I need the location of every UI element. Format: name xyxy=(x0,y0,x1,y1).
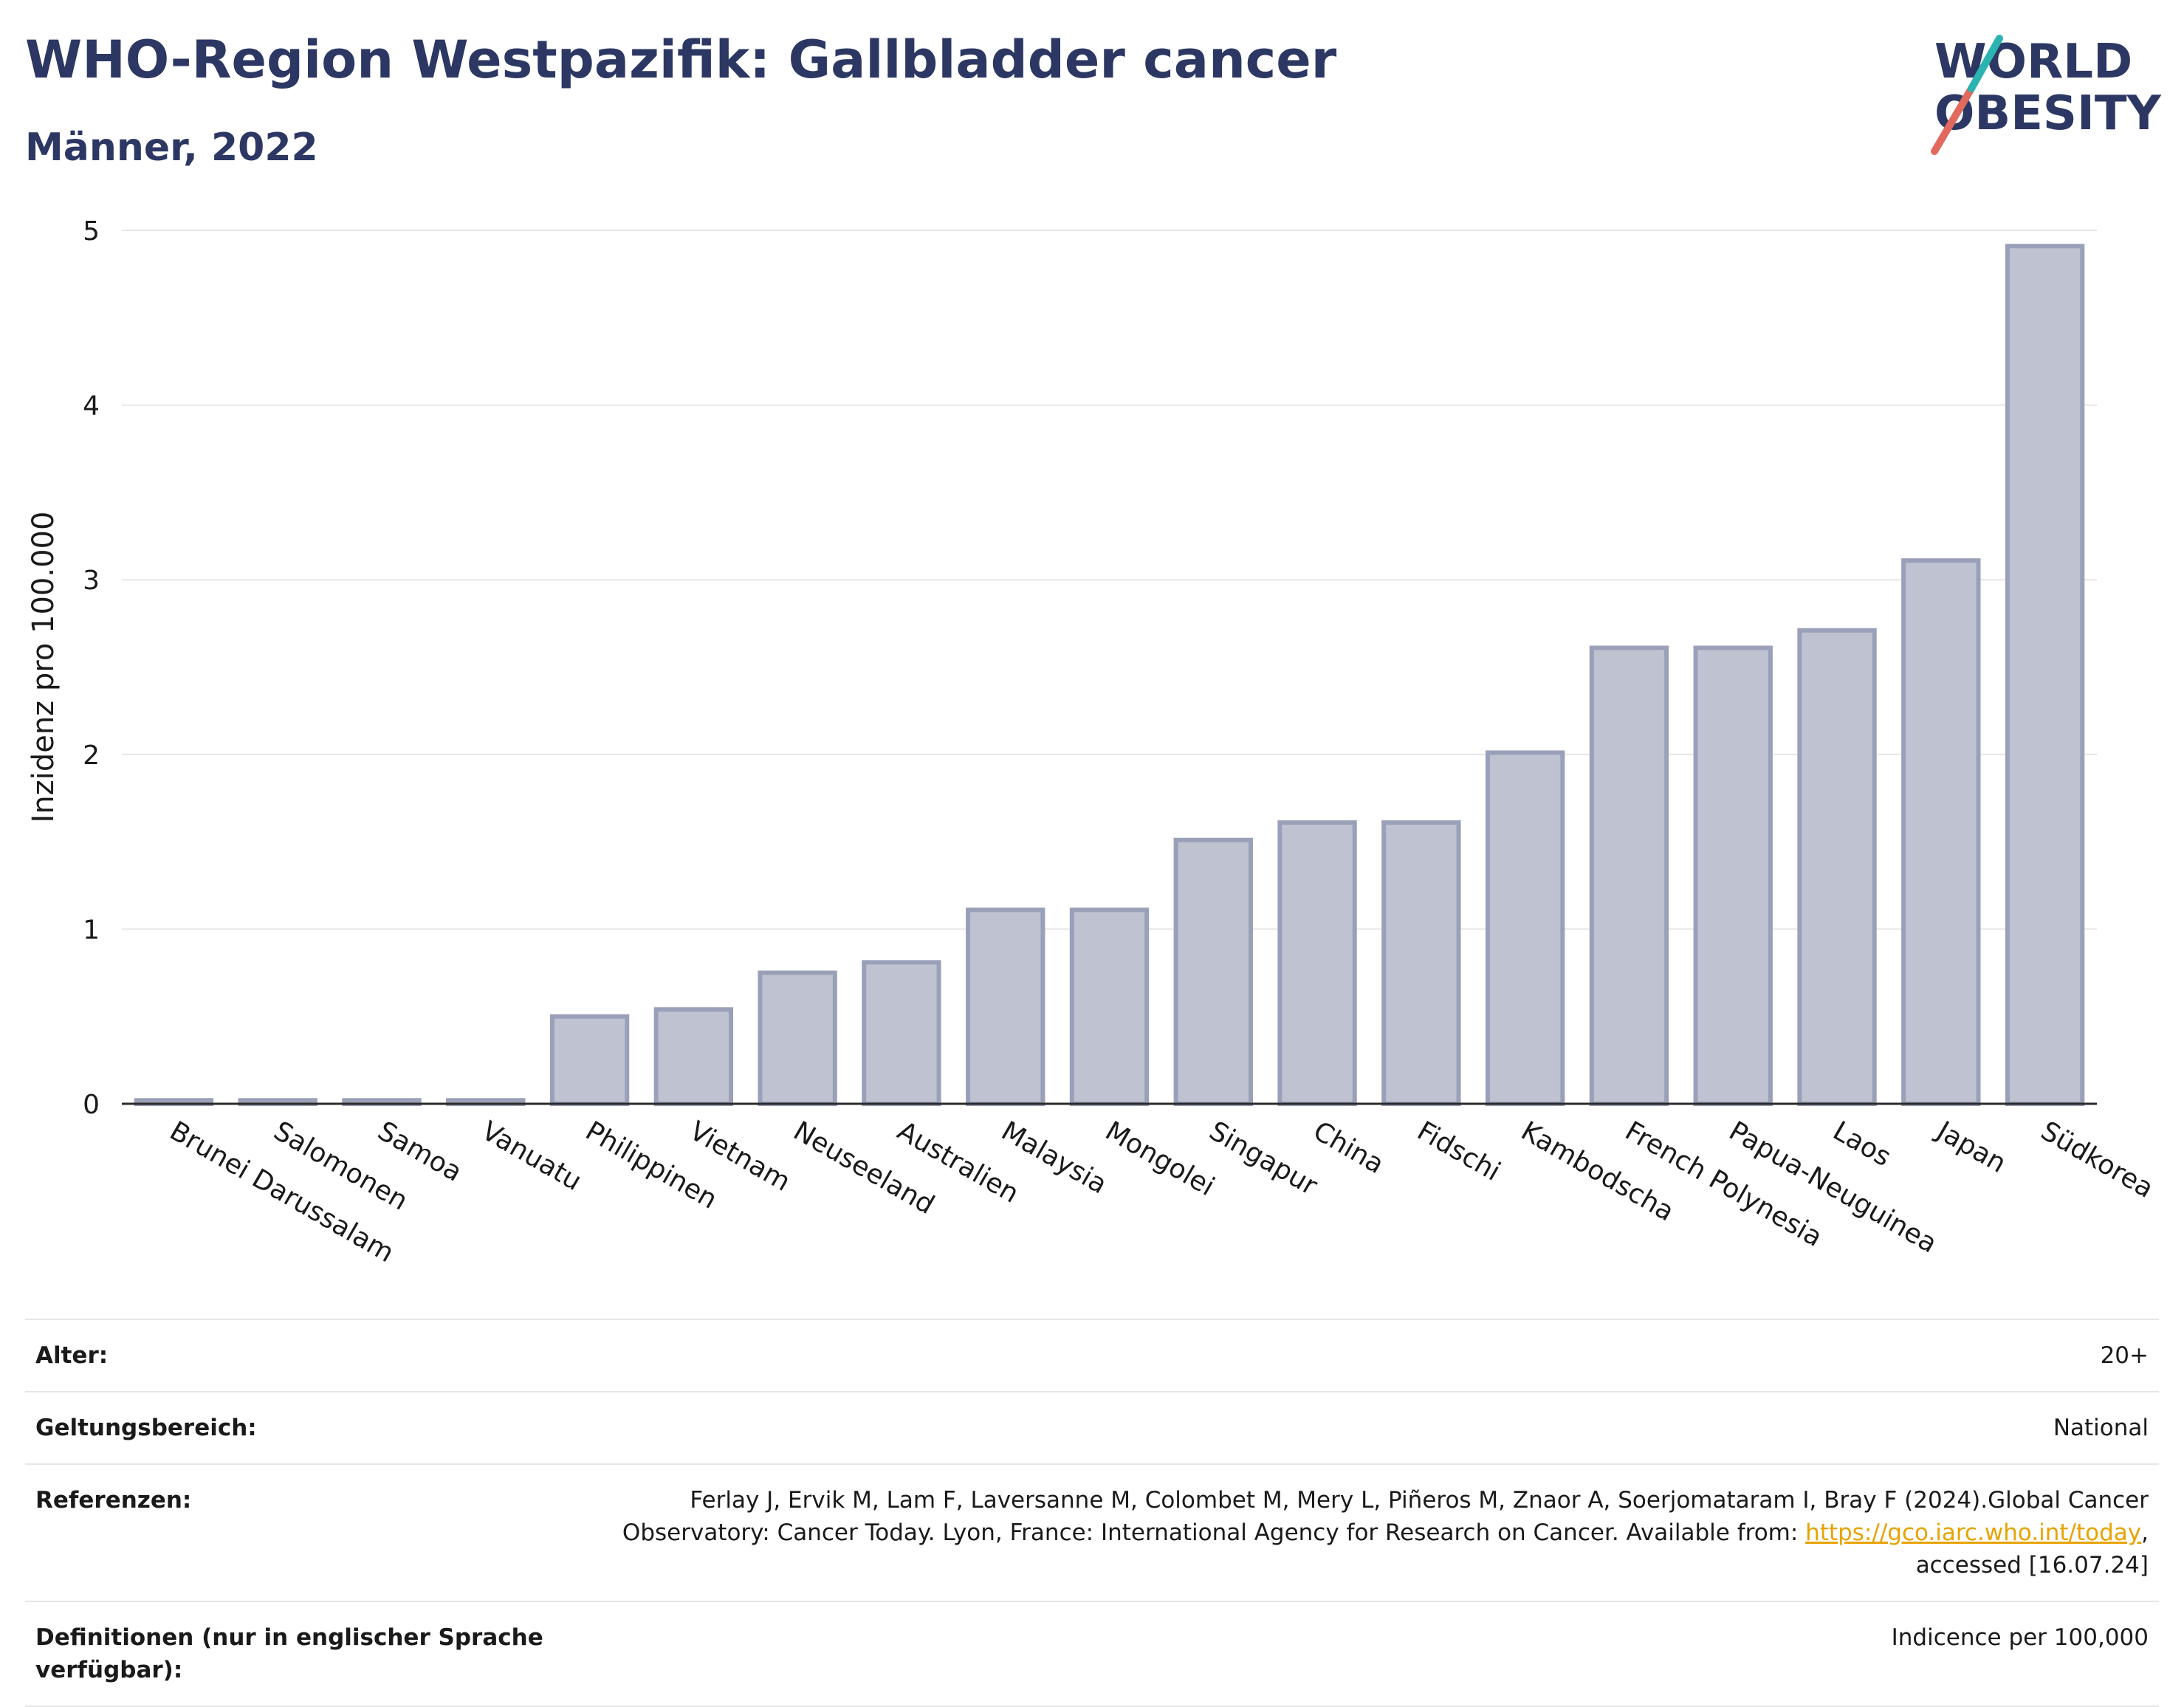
info-row-age: Alter: 20+ xyxy=(25,1319,2159,1391)
info-row-definitions: Definitionen (nur in englischer Sprache … xyxy=(25,1601,2159,1707)
reference-link[interactable]: https://gco.iarc.who.int/today xyxy=(1805,1519,2142,1546)
bar[interactable] xyxy=(2005,244,2085,1107)
bar[interactable] xyxy=(1069,907,1150,1107)
info-value-scope: National xyxy=(2053,1415,2149,1441)
info-value-references: Ferlay J, Ervik M, Lam F, Laversanne M, … xyxy=(598,1484,2149,1581)
bar[interactable] xyxy=(1797,628,1877,1106)
info-value-age: 20+ xyxy=(2100,1342,2149,1369)
y-tick-label: 4 xyxy=(83,391,100,422)
y-tick-label: 3 xyxy=(83,566,100,596)
x-tick-label: Südkorea xyxy=(2036,1116,2158,1204)
logo-word-world: WORLD xyxy=(1934,35,2132,89)
x-tick-label: Japan xyxy=(1931,1115,2011,1179)
y-tick-label: 2 xyxy=(83,741,100,771)
info-value-definitions: Indicence per 100,000 xyxy=(1891,1624,2149,1651)
y-tick-label: 5 xyxy=(83,216,100,247)
logo-slash-teal xyxy=(1968,35,2003,92)
bar[interactable] xyxy=(653,1007,734,1106)
bar[interactable] xyxy=(549,1014,630,1106)
x-tick-label: Mongolei xyxy=(1100,1116,1220,1202)
info-label-references: Referenzen: xyxy=(35,1487,192,1514)
bar[interactable] xyxy=(1173,837,1253,1106)
x-tick-label: Fidschi xyxy=(1412,1116,1505,1187)
y-tick-label: 0 xyxy=(83,1090,100,1120)
bar[interactable] xyxy=(758,970,837,1107)
x-tick-label: Vanuatu xyxy=(476,1116,586,1197)
x-tick-label: Singapur xyxy=(1204,1116,1322,1201)
bar[interactable] xyxy=(862,960,941,1106)
bar[interactable] xyxy=(1693,645,1773,1106)
reference-accessed: , accessed [16.07.24] xyxy=(1915,1519,2149,1579)
x-tick-label: Laos xyxy=(1828,1116,1896,1172)
logo-slash-red xyxy=(1931,85,1975,155)
bar[interactable] xyxy=(1485,750,1565,1107)
info-row-references: Referenzen: Ferlay J, Ervik M, Lam F, La… xyxy=(25,1463,2159,1601)
x-tick-label: China xyxy=(1308,1116,1390,1180)
info-label-age: Alter: xyxy=(35,1342,109,1369)
bar[interactable] xyxy=(1901,558,1981,1106)
bar[interactable] xyxy=(966,907,1045,1107)
reference-text: Ferlay J, Ervik M, Lam F, Laversanne M, … xyxy=(622,1487,2149,1546)
world-obesity-logo: WORLD OBESITY xyxy=(1931,35,2161,155)
chart-subtitle: Männer, 2022 xyxy=(25,126,318,170)
info-label-definitions: Definitionen (nur in englischer Sprache … xyxy=(35,1624,543,1683)
info-label-scope: Geltungsbereich: xyxy=(35,1415,257,1441)
info-row-scope: Geltungsbereich: National xyxy=(25,1391,2159,1463)
bar[interactable] xyxy=(1381,820,1461,1106)
y-axis-title: Inzidenz pro 100.000 xyxy=(27,512,61,823)
bar[interactable] xyxy=(1589,645,1669,1106)
y-tick-label: 1 xyxy=(83,915,100,945)
bar[interactable] xyxy=(1277,820,1357,1106)
chart-title: WHO-Region Westpazifik: Gallbladder canc… xyxy=(25,30,1337,90)
info-table: Alter: 20+ Geltungsbereich: National Ref… xyxy=(25,1319,2159,1707)
logo-word-obesity: OBESITY xyxy=(1934,86,2161,141)
